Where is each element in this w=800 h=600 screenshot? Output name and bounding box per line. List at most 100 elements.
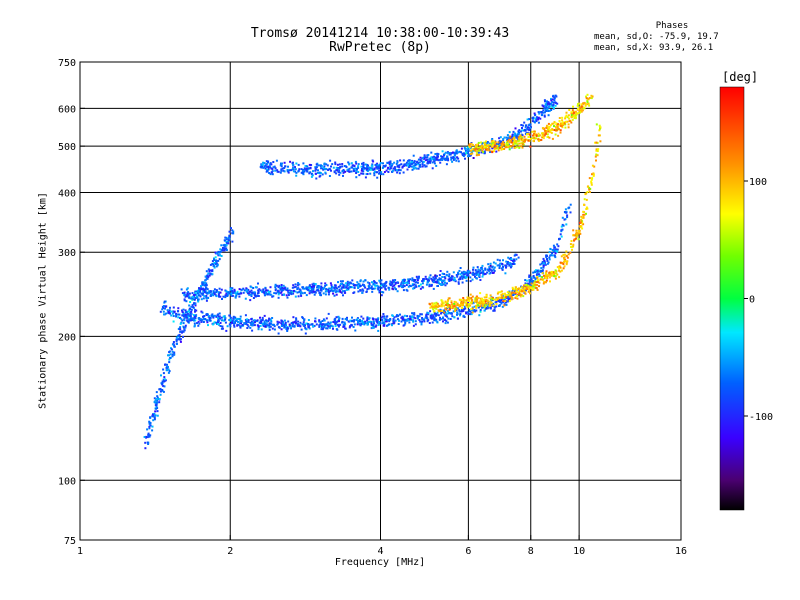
echo-point <box>548 251 551 254</box>
echo-point <box>151 415 154 418</box>
echo-point <box>533 132 535 135</box>
echo-point <box>462 276 465 279</box>
echo-point <box>524 289 527 292</box>
echo-point <box>510 139 512 142</box>
echo-point <box>469 149 472 152</box>
echo-point <box>274 286 277 289</box>
echo-point <box>432 280 435 283</box>
echo-point <box>429 303 432 306</box>
echo-point <box>300 291 303 294</box>
echo-point <box>537 111 540 114</box>
echo-point <box>498 304 501 307</box>
echo-point <box>283 325 286 328</box>
echo-point <box>345 288 348 291</box>
echo-point <box>427 319 430 321</box>
echo-point <box>454 280 457 283</box>
echo-point <box>405 161 408 164</box>
echo-point <box>472 144 474 147</box>
echo-point <box>155 391 158 394</box>
echo-point <box>217 320 220 322</box>
echo-point <box>299 292 302 295</box>
echo-point <box>217 259 220 262</box>
echo-point <box>283 161 286 164</box>
echo-point <box>165 366 168 369</box>
echo-point <box>479 148 482 151</box>
echo-point <box>217 318 220 321</box>
echo-point <box>461 277 464 280</box>
echo-point <box>381 319 384 322</box>
echo-point <box>315 289 318 292</box>
echo-point <box>170 314 173 317</box>
echo-point <box>362 165 365 168</box>
echo-point <box>426 311 429 314</box>
echo-point <box>477 296 480 299</box>
echo-point <box>563 253 566 256</box>
echo-point <box>438 278 441 281</box>
echo-point <box>472 149 475 152</box>
echo-point <box>281 167 284 170</box>
echo-point <box>328 175 331 177</box>
echo-point <box>441 276 444 278</box>
echo-point <box>445 308 448 311</box>
echo-point <box>528 129 531 131</box>
echo-point <box>570 121 573 124</box>
echo-point <box>459 267 462 269</box>
echo-point <box>495 150 498 153</box>
echo-point <box>294 285 297 288</box>
echo-point <box>578 225 581 228</box>
echo-point <box>553 275 556 277</box>
x-tick-label: 4 <box>377 546 383 557</box>
echo-point <box>373 168 376 171</box>
echo-point <box>486 302 489 305</box>
echo-point <box>294 168 297 171</box>
echo-point <box>205 295 208 297</box>
echo-point <box>501 147 504 150</box>
echo-point <box>337 285 340 288</box>
echo-point <box>180 318 183 321</box>
echo-point <box>267 168 270 171</box>
echo-point <box>317 169 319 172</box>
echo-point <box>232 321 235 324</box>
echo-point <box>436 306 439 308</box>
echo-point <box>261 319 264 322</box>
echo-point <box>374 287 377 290</box>
echo-point <box>360 165 363 168</box>
echo-point <box>555 250 558 253</box>
echo-point <box>553 121 556 123</box>
echo-point <box>202 321 205 323</box>
echo-point <box>598 124 601 127</box>
echo-point <box>253 293 256 296</box>
echo-point <box>507 298 510 301</box>
echo-point <box>301 323 304 326</box>
echo-point <box>527 290 530 293</box>
echo-point <box>445 304 448 306</box>
echo-point <box>237 320 239 323</box>
echo-point <box>521 290 523 293</box>
echo-point <box>373 280 376 283</box>
echo-point <box>468 143 471 146</box>
echo-point <box>599 126 602 129</box>
echo-point <box>353 323 356 326</box>
echo-point <box>435 275 438 278</box>
echo-point <box>218 287 221 290</box>
echo-point <box>425 315 428 318</box>
echo-point <box>419 287 422 290</box>
echo-point <box>373 283 376 286</box>
echo-point <box>555 122 558 125</box>
echo-point <box>528 139 531 142</box>
echo-point <box>573 117 576 119</box>
echo-point <box>310 291 313 294</box>
echo-point <box>359 320 361 323</box>
echo-point <box>462 309 465 312</box>
echo-point <box>233 325 236 328</box>
echo-point <box>266 323 269 326</box>
echo-point <box>427 312 430 315</box>
echo-point <box>422 278 425 280</box>
echo-point <box>312 170 314 173</box>
echo-point <box>565 120 567 123</box>
echo-point <box>411 168 414 171</box>
echo-point <box>339 280 342 283</box>
echo-point <box>535 137 538 140</box>
echo-point <box>469 310 471 313</box>
echo-point <box>528 289 531 292</box>
